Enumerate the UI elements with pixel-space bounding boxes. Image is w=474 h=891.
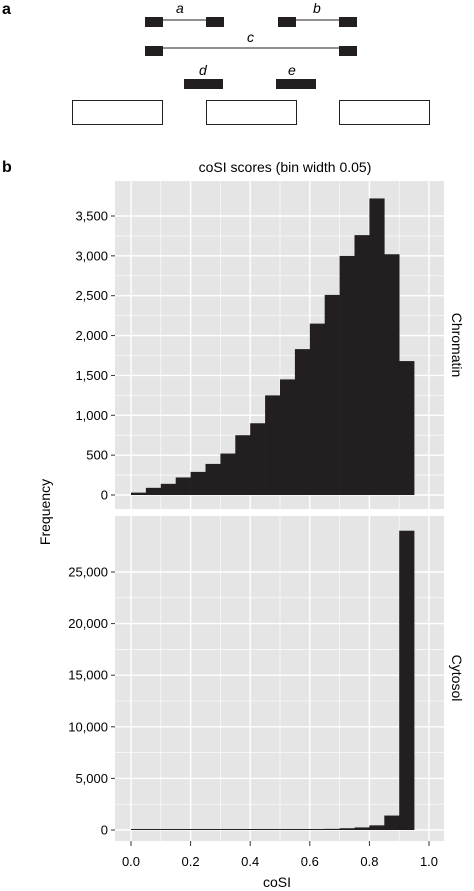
x-axis-title: coSI xyxy=(263,874,291,890)
histogram-bar xyxy=(190,829,206,830)
label-c: c xyxy=(247,29,254,45)
facet-cytosol: 0 5,000 10,000 15,000 20,000 25,000 Cytosol xyxy=(68,516,465,841)
histogram-bar xyxy=(145,829,162,830)
histogram-bar xyxy=(220,453,236,495)
y-tick-label: 3,000 xyxy=(75,248,108,263)
histogram-bar xyxy=(384,254,400,495)
segment-e-bar xyxy=(276,79,316,89)
isoform-b: b xyxy=(278,0,357,27)
y-tick-label: 2,500 xyxy=(75,288,108,303)
histogram-bar xyxy=(160,829,176,830)
y-tick-label: 500 xyxy=(86,448,108,463)
isoform-c: c xyxy=(145,29,357,56)
segment-d: d xyxy=(184,62,223,89)
isoform-a-exon-right xyxy=(206,17,224,27)
segment-d-bar xyxy=(184,79,223,89)
histogram-bar xyxy=(324,828,340,830)
facet-chromatin-y-ticks: 0 500 1,000 1,500 2,000 2,500 3,000 3,500 xyxy=(75,209,115,503)
x-tick-label: 0.8 xyxy=(360,854,378,869)
x-axis-ticks: 0.0 0.2 0.4 0.6 0.8 1.0 xyxy=(122,841,438,869)
histogram-bar xyxy=(339,255,355,495)
histogram-bar xyxy=(160,483,176,495)
facet-cytosol-y-ticks: 0 5,000 10,000 15,000 20,000 25,000 xyxy=(68,565,115,838)
segment-e: e xyxy=(276,62,316,89)
histogram-bar xyxy=(250,829,266,830)
y-tick-label: 5,000 xyxy=(75,771,108,786)
histogram-bar xyxy=(131,492,147,495)
histogram-bar xyxy=(399,530,415,830)
y-tick-label: 10,000 xyxy=(68,719,108,734)
label-a: a xyxy=(176,0,184,16)
histogram-bar xyxy=(369,198,385,495)
isoform-a: a xyxy=(145,0,224,27)
histogram-bar xyxy=(235,829,251,830)
y-tick-label: 1,500 xyxy=(75,368,108,383)
facet-chromatin: 0 500 1,000 1,500 2,000 2,500 3,000 3,500 Chrom… xyxy=(75,181,465,509)
exon-box-3 xyxy=(339,100,430,125)
x-tick-label: 0.0 xyxy=(122,854,140,869)
facet-cytosol-background xyxy=(115,516,444,841)
histogram-bar xyxy=(205,463,221,495)
histogram-bar xyxy=(354,235,370,496)
histogram-bar xyxy=(324,294,340,495)
histogram-bar xyxy=(280,379,296,495)
histogram-bar xyxy=(131,829,147,830)
isoform-c-exon-right xyxy=(339,46,357,56)
facet-chromatin-bars xyxy=(131,198,415,496)
histogram-bar xyxy=(294,829,311,830)
histogram-bar xyxy=(175,829,191,830)
label-d: d xyxy=(199,62,208,78)
facet-label-chromatin: Chromatin xyxy=(449,313,465,378)
facet-label-cytosol: Cytosol xyxy=(449,655,465,702)
histogram-bar xyxy=(265,395,281,495)
x-tick-label: 1.0 xyxy=(420,854,438,869)
histogram-bar xyxy=(235,435,251,495)
histogram-bar xyxy=(175,477,191,495)
histogram-bar xyxy=(250,423,266,495)
y-tick-label: 1,000 xyxy=(75,408,108,423)
histogram-bar xyxy=(280,829,296,830)
y-axis-title: Frequency xyxy=(37,479,53,545)
exon-box-2 xyxy=(206,100,297,125)
x-tick-label: 0.6 xyxy=(301,854,319,869)
x-tick-label: 0.2 xyxy=(182,854,200,869)
histogram-bar xyxy=(369,825,385,830)
histogram-bar xyxy=(294,349,311,495)
histogram-bar xyxy=(384,815,400,830)
isoform-c-exon-left xyxy=(145,46,163,56)
y-tick-label: 25,000 xyxy=(68,565,108,580)
label-e: e xyxy=(288,62,296,78)
histogram-bar xyxy=(309,829,325,830)
facet-cytosol-bars xyxy=(131,530,415,830)
isoform-b-exon-right xyxy=(339,17,357,27)
histogram-bar xyxy=(309,323,325,495)
exon-boxes xyxy=(72,100,430,125)
histogram-bar xyxy=(339,828,355,830)
histogram-bar xyxy=(190,471,206,495)
x-tick-label: 0.4 xyxy=(241,854,259,869)
panel-b-letter: b xyxy=(2,159,12,176)
histogram-bar xyxy=(145,487,162,495)
y-tick-label: 20,000 xyxy=(68,616,108,631)
label-b: b xyxy=(313,0,321,16)
y-tick-label: 15,000 xyxy=(68,668,108,683)
histogram-bar xyxy=(265,829,281,830)
histogram-bar xyxy=(399,361,415,495)
exon-box-1 xyxy=(72,100,163,125)
y-tick-label: 2,000 xyxy=(75,328,108,343)
chart-title: coSI scores (bin width 0.05) xyxy=(199,159,372,175)
y-tick-label: 0 xyxy=(101,823,108,838)
isoform-b-exon-left xyxy=(278,17,296,27)
y-tick-label: 0 xyxy=(101,488,108,503)
isoform-a-exon-left xyxy=(145,17,163,27)
histogram-bar xyxy=(205,829,221,830)
histogram-bar xyxy=(354,827,370,830)
histogram-bar xyxy=(220,829,236,830)
panel-a-letter: a xyxy=(2,1,11,18)
y-tick-label: 3,500 xyxy=(75,209,108,224)
